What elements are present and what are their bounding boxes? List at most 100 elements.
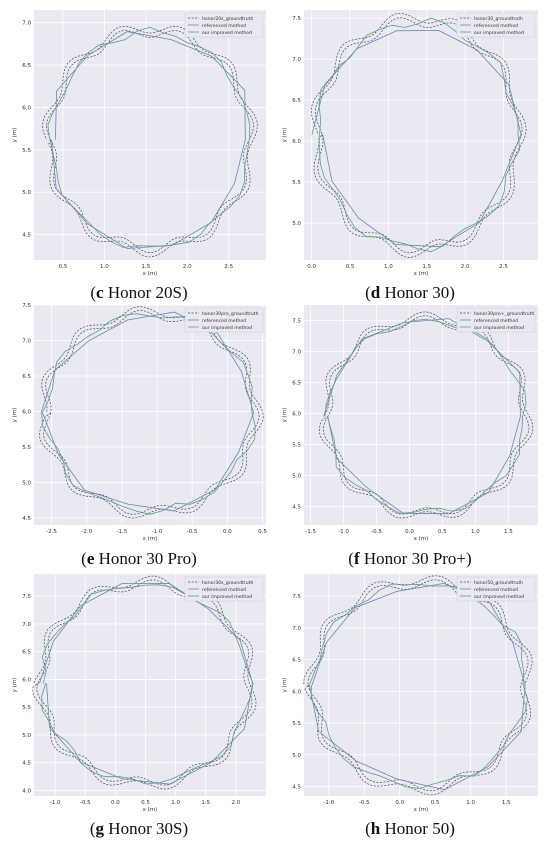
chart-svg: 0.0 0.5 1.0 1.5 2.0 2.5 5.0 5.5 6.0 6.5 7.0 7.5 x (m… (282, 10, 538, 277)
series-line-referenced (40, 311, 255, 512)
y-tick-label: 7.0 (292, 349, 301, 355)
caption-honor-30: (d Honor 30) (365, 283, 455, 302)
series-line-groundtruth (39, 306, 264, 519)
y-tick-label: 7.0 (22, 622, 31, 628)
y-axis-label: y (m) (12, 408, 18, 423)
x-tick-label: 0.5 (258, 529, 267, 535)
y-tick-label: 6.5 (22, 650, 31, 656)
chart-svg: -2.5 -2.0 -1.5 -1.0 -0.5 0.0 0.5 4.5 5.0 5.5 6.0 6.… (12, 303, 267, 542)
chart-honor-30-pro: -2.5 -2.0 -1.5 -1.0 -0.5 0.0 0.5 4.5 5.0 5.5 6.0 6.… (8, 303, 270, 545)
x-tick-label: 0.0 (223, 529, 232, 535)
x-tick-label: 0.0 (395, 800, 404, 806)
y-tick-label: 4.5 (22, 516, 31, 522)
x-tick-label: 1.5 (141, 264, 150, 270)
x-axis-label: x (m) (414, 807, 429, 813)
caption-honor-20s: (c Honor 20S) (90, 283, 188, 302)
caption-letter: d (370, 283, 381, 302)
x-axis-label: x (m) (414, 536, 429, 542)
y-tick-label: 6.0 (292, 411, 301, 417)
series-line-improved (318, 17, 521, 253)
x-axis-label: x (m) (143, 536, 158, 542)
plot-area (304, 574, 538, 796)
y-tick-label: 6.0 (22, 105, 31, 111)
legend-label: referenced method (202, 318, 246, 324)
plot-area (34, 305, 266, 525)
caption-letter: e (86, 549, 95, 568)
series-line-improved (41, 584, 254, 785)
series-line-improved (324, 318, 527, 514)
caption-honor-30-pro: (e Honor 30 Pro) (81, 549, 197, 568)
y-tick-label: 6.0 (292, 139, 301, 145)
chart-svg: 0.5 1.0 1.5 2.0 2.5 4.5 5.0 5.5 6.0 6.5 7.0 x (m) y … (12, 10, 266, 277)
y-axis-label: y (m) (282, 128, 288, 143)
y-axis-label: y (m) (12, 128, 18, 143)
y-tick-label: 4.5 (22, 761, 31, 767)
caption-honor-50: (h Honor 50) (365, 819, 455, 838)
y-axis-label: y (m) (282, 678, 288, 693)
series-line-referenced (311, 29, 522, 248)
x-tick-label: -1.5 (305, 529, 316, 535)
x-tick-label: 0.5 (59, 264, 68, 270)
y-tick-label: 5.5 (292, 721, 301, 727)
x-tick-label: 1.0 (171, 800, 180, 806)
plot-area (304, 10, 538, 260)
chart-honor-30-pro-plus: -1.5 -1.0 -0.5 0.0 0.5 1.0 1.5 4.5 5.0 5.5 6.0 6.5 7… (278, 303, 542, 545)
y-tick-label: 6.5 (22, 374, 31, 380)
series-line-improved (309, 583, 529, 789)
x-tick-label: 1.0 (100, 264, 109, 270)
chart-honor-50: -1.0 -0.5 0.0 0.5 1.0 1.5 4.5 5.0 5.5 6.0 6.5 7.0 7.… (278, 572, 542, 816)
caption-letter: c (96, 283, 104, 302)
caption-text: Honor 20S (103, 283, 182, 302)
y-tick-label: 4.0 (22, 788, 31, 794)
caption-text: Honor 30 (380, 283, 450, 302)
y-axis-label: y (m) (12, 678, 18, 693)
legend-label: honor30pro+_groundtruth (474, 311, 534, 317)
x-axis-label: x (m) (414, 271, 429, 277)
x-tick-label: 1.0 (384, 264, 393, 270)
x-tick-label: -1.0 (338, 529, 349, 535)
caption-text: Honor 30 Pro (94, 549, 192, 568)
legend-label: honor30pro_groundtruth (202, 311, 259, 317)
series-line-referenced (51, 31, 246, 249)
legend-label: honor30_groundtruth (474, 16, 523, 22)
y-tick-label: 5.0 (22, 480, 31, 486)
x-tick-label: 0.0 (111, 800, 120, 806)
y-tick-label: 6.0 (292, 689, 301, 695)
x-tick-label: 1.0 (471, 529, 480, 535)
legend-label: our improved method (202, 325, 252, 331)
x-tick-label: -0.5 (187, 529, 198, 535)
series-line-groundtruth (310, 12, 527, 258)
chart-svg: -1.5 -1.0 -0.5 0.0 0.5 1.0 1.5 4.5 5.0 5.5 6.0 6.5 7… (282, 305, 538, 542)
caption-letter: h (370, 819, 381, 838)
caption-letter: f (353, 549, 360, 568)
y-tick-label: 5.0 (292, 473, 301, 479)
y-tick-label: 7.0 (292, 57, 301, 63)
y-tick-label: 5.5 (22, 148, 31, 154)
y-tick-label: 6.5 (292, 380, 301, 386)
y-tick-label: 7.5 (292, 594, 301, 600)
x-tick-label: 1.0 (466, 800, 475, 806)
series-line-improved (41, 313, 256, 515)
legend-label: referenced method (474, 23, 518, 29)
x-tick-label: 1.5 (502, 800, 511, 806)
x-tick-label: -0.5 (359, 800, 370, 806)
caption-letter: g (95, 819, 105, 838)
caption-text: Honor 30 Pro+ (359, 549, 467, 568)
caption-honor-30s: (g Honor 30S) (89, 819, 189, 838)
legend-label: our improved method (202, 594, 252, 600)
x-tick-label: 2.5 (224, 264, 233, 270)
legend-label: referenced method (474, 318, 518, 324)
legend-box (184, 12, 264, 38)
x-axis-label: x (m) (143, 807, 158, 813)
series-line-improved (47, 26, 251, 248)
y-tick-label: 7.5 (22, 594, 31, 600)
x-tick-label: 1.5 (201, 800, 210, 806)
plot-area (34, 574, 266, 796)
x-tick-label: -1.0 (152, 529, 163, 535)
chart-svg: -1.0 -0.5 0.0 0.5 1.0 1.5 2.0 4.0 4.5 5.0 5.5 6.0 6.… (12, 574, 266, 813)
y-tick-label: 6.5 (292, 658, 301, 664)
y-tick-label: 7.0 (22, 21, 31, 27)
x-tick-label: -2.5 (46, 529, 57, 535)
x-tick-label: -0.5 (80, 800, 91, 806)
y-tick-label: 5.0 (292, 753, 301, 759)
